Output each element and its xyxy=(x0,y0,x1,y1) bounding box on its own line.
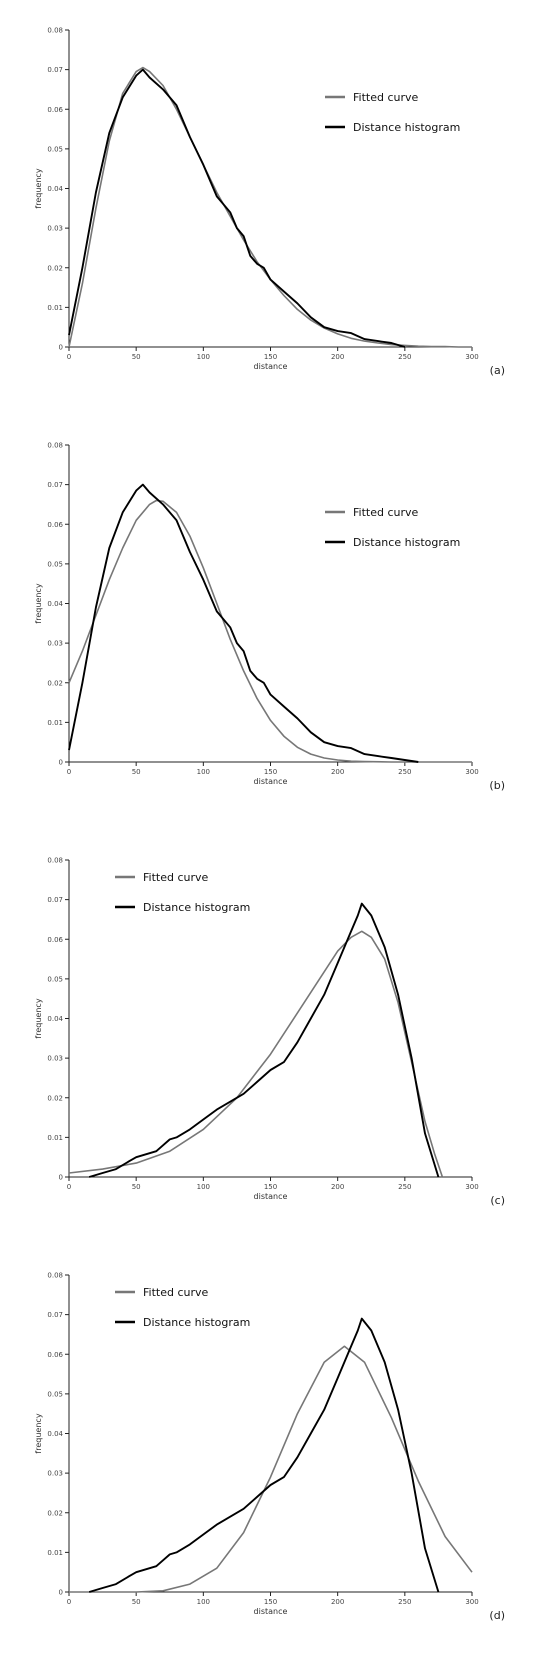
legend-label: Distance histogram xyxy=(143,1316,250,1329)
y-tick-label: 0 xyxy=(59,759,63,767)
y-tick-label: 0.03 xyxy=(47,640,63,648)
y-tick-label: 0.04 xyxy=(47,185,63,193)
legend-label: Distance histogram xyxy=(143,901,250,914)
x-tick-label: 0 xyxy=(67,1183,71,1191)
chart-panel-a: 0 0.01 0.02 0.03 0.04 0.05 0.06 0.07 0.08 0 50 100 1… xyxy=(34,27,505,378)
x-tick-label: 50 xyxy=(132,1598,141,1606)
x-tick-label: 300 xyxy=(465,768,478,776)
x-tick-label: 0 xyxy=(67,1598,71,1606)
panel-label: (d) xyxy=(489,1609,505,1622)
x-tick-label: 300 xyxy=(465,1598,478,1606)
series-line-distance-histogram xyxy=(88,1317,440,1593)
y-tick-label: 0.05 xyxy=(47,560,63,568)
series-line-fitted-curve xyxy=(68,66,472,348)
y-tick-label: 0.07 xyxy=(47,1311,63,1319)
panel-label: (b) xyxy=(489,779,505,792)
y-tick-label: 0.01 xyxy=(47,1549,63,1557)
series-line-fitted-curve xyxy=(68,930,444,1178)
legend-label: Distance histogram xyxy=(353,536,460,549)
y-tick-label: 0 xyxy=(59,344,63,352)
legend-label: Fitted curve xyxy=(143,1286,209,1299)
legend-label: Fitted curve xyxy=(353,506,419,519)
panel-label: (a) xyxy=(490,364,505,377)
x-tick-label: 200 xyxy=(331,1598,344,1606)
legend-label: Fitted curve xyxy=(353,91,419,104)
y-tick-label: 0.03 xyxy=(47,225,63,233)
y-tick-label: 0.01 xyxy=(47,304,63,312)
x-tick-label: 50 xyxy=(132,1183,141,1191)
y-tick-label: 0.08 xyxy=(47,27,63,35)
chart-panel-c: 0 0.01 0.02 0.03 0.04 0.05 0.06 0.07 0.08 0 50 100 1… xyxy=(34,857,505,1208)
legend-label: Fitted curve xyxy=(143,871,209,884)
x-axis-label: distance xyxy=(254,777,288,786)
x-tick-label: 250 xyxy=(398,1598,411,1606)
x-axis-label: distance xyxy=(254,1192,288,1201)
y-tick-label: 0.06 xyxy=(47,521,63,529)
x-tick-label: 100 xyxy=(197,1598,210,1606)
x-tick-label: 300 xyxy=(465,353,478,361)
y-tick-label: 0.05 xyxy=(47,975,63,983)
x-tick-label: 50 xyxy=(132,353,141,361)
x-tick-label: 100 xyxy=(197,353,210,361)
y-tick-label: 0.08 xyxy=(47,857,63,865)
y-axis-label: frequency xyxy=(34,168,43,208)
x-axis-label: distance xyxy=(254,362,288,371)
y-axis-label: frequency xyxy=(34,1413,43,1453)
y-tick-label: 0.03 xyxy=(47,1055,63,1063)
y-tick-label: 0.04 xyxy=(47,1430,63,1438)
x-tick-label: 250 xyxy=(398,768,411,776)
y-tick-label: 0 xyxy=(59,1174,63,1182)
x-tick-label: 200 xyxy=(331,353,344,361)
y-tick-label: 0.04 xyxy=(47,1015,63,1023)
x-axis-label: distance xyxy=(254,1607,288,1616)
y-axis-label: frequency xyxy=(34,998,43,1038)
x-tick-label: 0 xyxy=(67,353,71,361)
x-tick-label: 150 xyxy=(264,1598,277,1606)
x-tick-label: 300 xyxy=(465,1183,478,1191)
x-tick-label: 150 xyxy=(264,353,277,361)
y-tick-label: 0.02 xyxy=(47,1509,63,1517)
chart-panel-d: 0 0.01 0.02 0.03 0.04 0.05 0.06 0.07 0.08 0 50 100 1… xyxy=(34,1272,505,1623)
y-tick-label: 0.02 xyxy=(47,679,63,687)
series-line-distance-histogram xyxy=(68,483,419,763)
x-tick-label: 50 xyxy=(132,768,141,776)
x-tick-label: 150 xyxy=(264,768,277,776)
chart-panel-b: 0 0.01 0.02 0.03 0.04 0.05 0.06 0.07 0.08 0 50 100 1… xyxy=(34,442,505,793)
y-tick-label: 0.08 xyxy=(47,1272,63,1280)
series-line-distance-histogram xyxy=(88,902,440,1178)
y-tick-label: 0 xyxy=(59,1589,63,1597)
series-line-fitted-curve xyxy=(68,499,472,763)
y-tick-label: 0.03 xyxy=(47,1470,63,1478)
y-tick-label: 0.01 xyxy=(47,1134,63,1142)
y-tick-label: 0.05 xyxy=(47,1390,63,1398)
y-tick-label: 0.07 xyxy=(47,481,63,489)
x-tick-label: 100 xyxy=(197,1183,210,1191)
y-axis-label: frequency xyxy=(34,583,43,623)
series-line-distance-histogram xyxy=(68,68,406,348)
y-tick-label: 0.08 xyxy=(47,442,63,450)
x-tick-label: 200 xyxy=(331,768,344,776)
x-tick-label: 250 xyxy=(398,1183,411,1191)
x-tick-label: 250 xyxy=(398,353,411,361)
y-tick-label: 0.06 xyxy=(47,1351,63,1359)
y-tick-label: 0.04 xyxy=(47,600,63,608)
y-tick-label: 0.07 xyxy=(47,896,63,904)
legend-label: Distance histogram xyxy=(353,121,460,134)
x-tick-label: 100 xyxy=(197,768,210,776)
y-tick-label: 0.02 xyxy=(47,1094,63,1102)
y-tick-label: 0.02 xyxy=(47,264,63,272)
y-tick-label: 0.07 xyxy=(47,66,63,74)
x-tick-label: 0 xyxy=(67,768,71,776)
x-tick-label: 150 xyxy=(264,1183,277,1191)
y-tick-label: 0.05 xyxy=(47,145,63,153)
y-tick-label: 0.01 xyxy=(47,719,63,727)
panel-label: (c) xyxy=(490,1194,505,1207)
x-tick-label: 200 xyxy=(331,1183,344,1191)
y-tick-label: 0.06 xyxy=(47,106,63,114)
y-tick-label: 0.06 xyxy=(47,936,63,944)
